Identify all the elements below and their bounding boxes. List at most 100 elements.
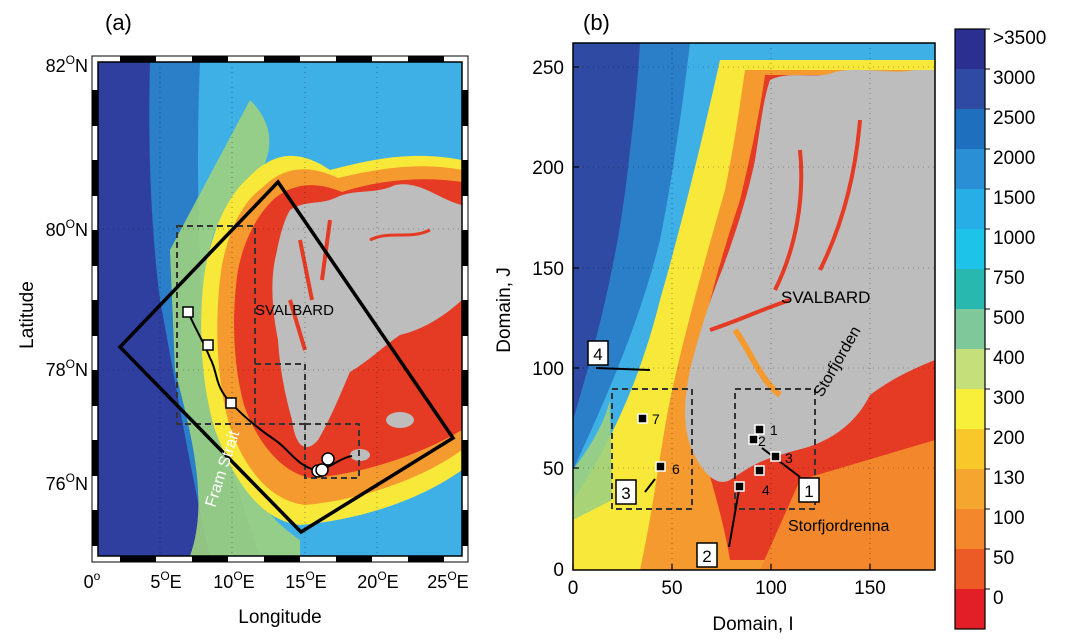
svalbard-label-a: SVALBARD [255, 302, 334, 319]
station-label: 4 [762, 482, 770, 498]
section-1-label: 1 [804, 482, 813, 501]
lon-tick-label: 0 [84, 572, 94, 592]
colorbar-band [955, 429, 985, 470]
panel-b-label: (b) [583, 10, 610, 35]
colorbar-label: 3000 [993, 68, 1035, 89]
station-label: 3 [785, 450, 793, 466]
section-3-label: 3 [621, 484, 630, 503]
colorbar-label: 2500 [993, 108, 1035, 129]
colorbar-label: 2000 [993, 148, 1035, 169]
colorbar-label: 200 [993, 428, 1025, 449]
colorbar-band [955, 469, 985, 510]
panel-b-section-lines [595, 367, 801, 548]
colorbar-label: 750 [993, 268, 1025, 289]
panel-a: (a) [17, 10, 469, 628]
panel-a-subdomain-boxes [176, 225, 360, 479]
lon-tick-label: 25 [427, 572, 447, 592]
panel-b: (b) [494, 10, 936, 635]
lon-tick-label: 10 [213, 572, 233, 592]
station-label: 2 [758, 433, 766, 449]
panel-b-station-labels: 7 6 1 2 3 4 [652, 411, 793, 498]
panel-b-frame [572, 42, 936, 571]
panel-a-label: (a) [105, 10, 132, 35]
svalbard-label-b: SVALBARD [781, 288, 870, 307]
colorbar-label: 100 [993, 508, 1025, 529]
colorbar: >350030002500200015001000750500400300200… [954, 28, 1046, 630]
svg-text:76ON: 76ON [46, 471, 88, 494]
colorbar-band [955, 349, 985, 390]
x-tick-label: 50 [661, 578, 682, 599]
y-tick-label: 250 [532, 58, 564, 79]
y-tick-label: 0 [553, 560, 564, 581]
lat-tick-label: 80 [46, 220, 66, 240]
y-tick-label: 200 [532, 158, 564, 179]
lon-tick-label: 5 [150, 572, 160, 592]
storfjordrenna-label: Storfjordrenna [788, 518, 889, 535]
colorbar-band [955, 149, 985, 190]
station-label: 1 [770, 422, 778, 438]
lat-tick-label: 78 [46, 360, 66, 380]
svalbard-landmass-b [685, 69, 935, 482]
svg-text:10OE: 10OE [213, 569, 254, 592]
svg-text:82ON: 82ON [46, 53, 88, 76]
colorbar-label: 0 [993, 588, 1004, 609]
colorbar-bands [955, 29, 985, 630]
svg-text:0o: 0o [84, 569, 101, 592]
colorbar-band [955, 309, 985, 350]
colorbar-label: 300 [993, 388, 1025, 409]
svg-text:80ON: 80ON [46, 217, 88, 240]
colorbar-band [955, 389, 985, 430]
colorbar-band [955, 229, 985, 270]
svg-text:5OE: 5OE [150, 569, 181, 592]
lon-tick-label: 20 [357, 572, 377, 592]
y-tick-label: 50 [543, 459, 564, 480]
colorbar-labels: >350030002500200015001000750500400300200… [985, 28, 1046, 609]
svg-text:20OE: 20OE [357, 569, 398, 592]
x-tick-label: 100 [755, 578, 787, 599]
svg-text:15OE: 15OE [285, 569, 326, 592]
panel-b-ticks [572, 66, 871, 570]
colorbar-band [955, 589, 985, 630]
y-tick-label: 150 [532, 259, 564, 280]
panel-b-stations [637, 413, 781, 492]
colorbar-band [955, 189, 985, 230]
svg-text:25OE: 25OE [427, 569, 468, 592]
colorbar-band [955, 269, 985, 310]
colorbar-label: 130 [993, 468, 1025, 489]
section-4-label: 4 [593, 345, 602, 364]
panel-b-subdomain-boxes [611, 388, 816, 510]
panel-b-xlabel: Domain, I [712, 614, 793, 635]
station-label: 6 [672, 461, 680, 477]
panel-b-ylabel: Domain, J [494, 267, 515, 353]
colorbar-frame [954, 28, 986, 630]
colorbar-label: 400 [993, 348, 1025, 369]
lon-tick-label: 15 [285, 572, 305, 592]
panel-a-xlabel: Longitude [238, 607, 321, 628]
colorbar-label: 50 [993, 548, 1014, 569]
lat-tick-label: 82 [46, 56, 66, 76]
svg-text:78ON: 78ON [46, 357, 88, 380]
panel-b-boxed-labels: 4 3 1 2 [587, 340, 820, 568]
x-tick-label: 150 [854, 578, 886, 599]
x-tick-label: 0 [568, 578, 579, 599]
colorbar-band [955, 29, 985, 70]
colorbar-label: 1000 [993, 228, 1035, 249]
colorbar-band [955, 109, 985, 150]
panel-b-y-tick-labels: 0 50 100 150 200 250 [532, 58, 564, 581]
colorbar-label: >3500 [993, 28, 1046, 49]
y-tick-label: 100 [532, 359, 564, 380]
model-domain-outline [117, 179, 456, 535]
panel-b-x-tick-labels: 0 50 100 150 [568, 578, 886, 599]
lat-tick-label: 76 [46, 474, 66, 494]
section-markers [182, 306, 335, 478]
lat-tick-labels: 82ON 80ON 78ON 76ON [46, 53, 88, 494]
station-label: 7 [652, 411, 660, 427]
svalbard-landmass [272, 184, 462, 448]
panel-a-frame [91, 55, 469, 563]
colorbar-label: 500 [993, 308, 1025, 329]
panel-b-map [573, 43, 935, 570]
section-2-label: 2 [702, 547, 711, 566]
panel-a-ylabel: Latitude [17, 281, 38, 349]
colorbar-band [955, 69, 985, 110]
